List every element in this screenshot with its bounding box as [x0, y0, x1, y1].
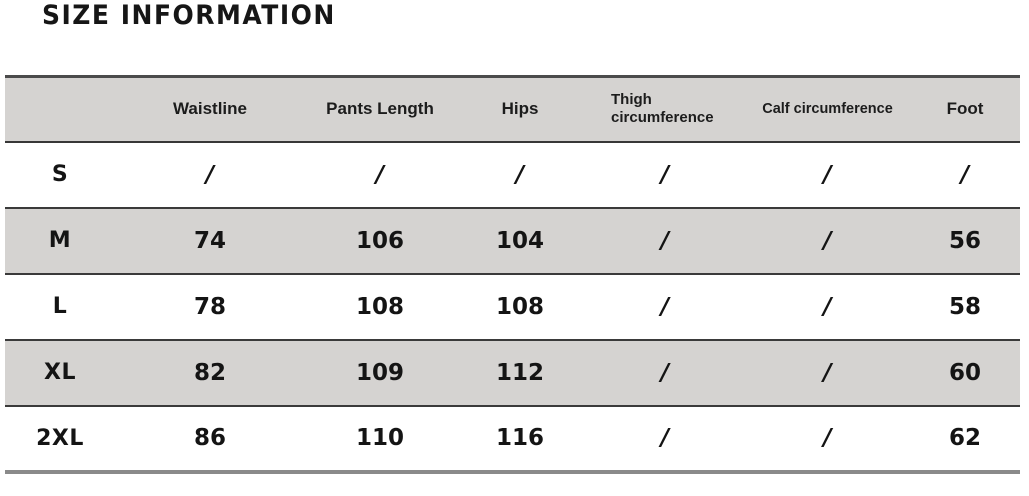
table-row: 2XL 86 110 116 / / 62 [5, 406, 1020, 472]
header-foot: Foot [946, 99, 984, 119]
value-cell: / [455, 142, 585, 208]
measurement-value: 56 [948, 227, 981, 254]
measurement-value: 110 [355, 425, 404, 451]
measurement-value: 82 [193, 359, 226, 386]
no-value-slash: / [823, 359, 832, 386]
size-label: L [52, 294, 68, 319]
header-calf-circumference: Calf circumference [762, 101, 893, 118]
value-cell: / [910, 142, 1020, 208]
value-cell: 108 [305, 274, 455, 340]
measurement-value: 108 [355, 293, 404, 320]
no-value-slash: / [960, 161, 970, 188]
value-cell: / [585, 142, 745, 208]
value-cell: 78 [115, 274, 305, 340]
table-row: M 74 106 104 / / 56 [5, 207, 1020, 274]
size-label: XL [44, 360, 76, 385]
value-cell: 60 [910, 340, 1020, 406]
no-value-slash: / [660, 293, 670, 320]
size-label: 2XL [36, 425, 84, 451]
value-cell: / [745, 142, 910, 208]
value-cell: 106 [305, 208, 455, 274]
measurement-value: 74 [193, 227, 226, 254]
no-value-slash: / [660, 425, 670, 451]
size-table-container: Waistline Pants Length Hips Thigh circum… [5, 75, 1020, 474]
no-value-slash: / [205, 161, 215, 188]
value-cell: 112 [455, 340, 585, 406]
size-table-body: S / / / / / / M 74 106 104 / / 56 L 78 108 108 / / 58 XL 82 109… [5, 142, 1020, 472]
value-cell: 86 [115, 406, 305, 472]
value-cell: / [115, 142, 305, 208]
measurement-value: 112 [495, 359, 544, 386]
value-cell: 109 [305, 340, 455, 406]
value-cell: / [745, 340, 910, 406]
no-value-slash: / [823, 227, 832, 254]
no-value-slash: / [515, 161, 525, 188]
value-cell: / [745, 406, 910, 472]
measurement-value: 86 [193, 425, 226, 451]
value-cell: 116 [455, 406, 585, 472]
measurement-value: 62 [948, 425, 981, 451]
no-value-slash: / [660, 161, 670, 188]
measurement-value: 106 [355, 227, 404, 254]
measurement-value: 104 [495, 227, 544, 254]
measurement-value: 58 [948, 293, 981, 320]
header-waistline: Waistline [173, 99, 247, 119]
measurement-value: 108 [495, 293, 544, 320]
header-size [5, 77, 115, 142]
size-label: S [51, 162, 69, 187]
table-row: XL 82 109 112 / / 60 [5, 339, 1020, 406]
page-title: SIZE INFORMATION [42, 0, 336, 31]
value-cell: 110 [305, 406, 455, 472]
value-cell: 108 [455, 274, 585, 340]
value-cell: / [585, 340, 745, 406]
value-cell: / [585, 274, 745, 340]
header-pants-length: Pants Length [326, 99, 434, 119]
size-label: M [48, 228, 72, 253]
value-cell: 82 [115, 340, 305, 406]
value-cell: 62 [910, 406, 1020, 472]
header-thigh-circumference: Thigh circumference [611, 90, 714, 127]
value-cell: / [745, 208, 910, 274]
table-row: S / / / / / / [5, 142, 1020, 208]
value-cell: 58 [910, 274, 1020, 340]
value-cell: / [745, 274, 910, 340]
value-cell: 74 [115, 208, 305, 274]
header-hips: Hips [501, 99, 539, 119]
header-row: Waistline Pants Length Hips Thigh circum… [5, 76, 1020, 142]
no-value-slash: / [375, 161, 385, 188]
table-row: L 78 108 108 / / 58 [5, 274, 1020, 340]
no-value-slash: / [660, 359, 670, 386]
value-cell: / [585, 208, 745, 274]
no-value-slash: / [823, 425, 832, 451]
measurement-value: 60 [948, 359, 981, 386]
size-table: Waistline Pants Length Hips Thigh circum… [5, 75, 1020, 474]
measurement-value: 116 [495, 425, 544, 451]
no-value-slash: / [823, 161, 832, 188]
measurement-value: 109 [355, 359, 404, 386]
measurement-value: 78 [193, 293, 226, 320]
value-cell: 56 [910, 208, 1020, 274]
value-cell: / [585, 406, 745, 472]
value-cell: / [305, 142, 455, 208]
no-value-slash: / [660, 227, 670, 254]
no-value-slash: / [823, 293, 832, 320]
size-table-header: Waistline Pants Length Hips Thigh circum… [5, 76, 1020, 142]
value-cell: 104 [455, 208, 585, 274]
